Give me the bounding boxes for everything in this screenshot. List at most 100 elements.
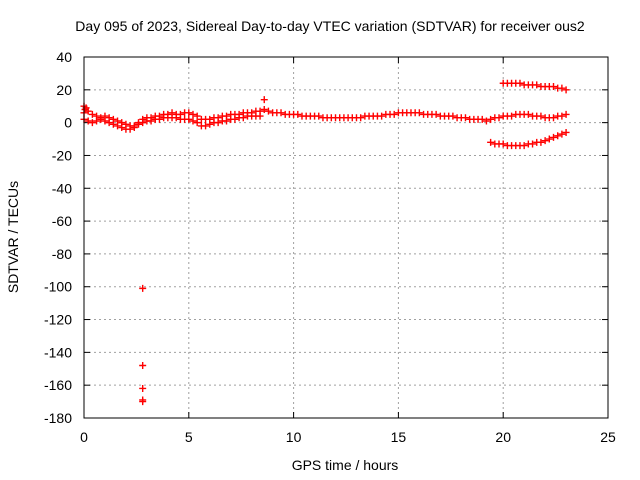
y-tick-label: -160: [44, 377, 72, 393]
data-point: [223, 117, 231, 125]
data-point: [193, 112, 201, 120]
data-point: [562, 110, 570, 118]
data-point: [541, 137, 549, 145]
data-point: [172, 114, 180, 122]
data-point: [139, 384, 147, 392]
data-point: [139, 398, 147, 406]
data-point: [499, 140, 507, 148]
data-point: [185, 115, 193, 123]
data-point: [193, 119, 201, 127]
data-point: [558, 112, 566, 120]
data-point: [562, 86, 570, 94]
series-main-band: [80, 106, 570, 130]
x-tick-label: 15: [391, 429, 407, 445]
x-tick-label: 25: [600, 429, 616, 445]
data-point: [260, 96, 268, 104]
data-point: [130, 124, 138, 132]
data-point: [139, 119, 147, 127]
y-tick-label: 0: [64, 115, 72, 131]
data-point: [256, 112, 264, 120]
data-point: [487, 138, 495, 146]
data-point: [147, 117, 155, 125]
y-tick-label: -180: [44, 410, 72, 426]
x-tick-label: 20: [495, 429, 511, 445]
data-point: [357, 114, 365, 122]
data-point: [524, 110, 532, 118]
data-point: [134, 120, 142, 128]
data-point: [478, 115, 486, 123]
data-point: [126, 125, 134, 133]
data-point: [239, 114, 247, 122]
data-point: [139, 284, 147, 292]
x-tick-label: 10: [286, 429, 302, 445]
data-point: [562, 128, 570, 136]
y-tick-label: -100: [44, 279, 72, 295]
plot-area-border: [83, 56, 609, 419]
data-point: [214, 119, 222, 127]
y-tick-label: -60: [52, 213, 72, 229]
data-point: [93, 117, 101, 125]
y-tick-label: -80: [52, 246, 72, 262]
data-point: [264, 107, 272, 115]
data-point: [88, 110, 96, 118]
data-point: [554, 132, 562, 140]
data-point: [550, 114, 558, 122]
data-point: [155, 115, 163, 123]
data-point: [118, 124, 126, 132]
x-tick-label: 0: [80, 429, 88, 445]
chart-title: Day 095 of 2023, Sidereal Day-to-day VTE…: [75, 18, 585, 34]
data-point: [139, 361, 147, 369]
data-point: [550, 133, 558, 141]
grid-layer: [84, 57, 608, 418]
data-point: [185, 109, 193, 117]
data-point: [206, 120, 214, 128]
data-point: [516, 79, 524, 87]
tick-layer: 0 5 10 15 20 25 40 20 0 -20 -40 -60 -80 -100 -120 -140 -…: [44, 49, 616, 445]
data-point: [315, 112, 323, 120]
data-layer: [80, 79, 570, 406]
data-point: [101, 117, 109, 125]
data-point: [449, 112, 457, 120]
data-point: [537, 112, 545, 120]
data-point: [520, 142, 528, 150]
data-point: [97, 115, 105, 123]
x-axis-label: GPS time / hours: [292, 457, 399, 473]
data-point: [482, 117, 490, 125]
y-tick-label: -40: [52, 180, 72, 196]
data-point: [105, 119, 113, 127]
data-point: [277, 109, 285, 117]
data-point: [558, 130, 566, 138]
data-point: [495, 114, 503, 122]
data-point: [231, 115, 239, 123]
data-point: [294, 110, 302, 118]
data-point: [189, 117, 197, 125]
x-tick-label: 5: [185, 429, 193, 445]
data-point: [114, 122, 122, 130]
data-point: [432, 110, 440, 118]
data-point: [84, 117, 92, 125]
data-point: [378, 112, 386, 120]
data-point: [390, 110, 398, 118]
data-point: [545, 135, 553, 143]
data-point: [537, 138, 545, 146]
series-upper-arc-late: [499, 79, 570, 94]
data-point: [189, 110, 197, 118]
y-tick-label: -120: [44, 312, 72, 328]
data-point: [487, 115, 495, 123]
data-point: [550, 83, 558, 91]
data-point: [529, 140, 537, 148]
data-point: [109, 120, 117, 128]
data-point: [88, 119, 96, 127]
series-outliers: [80, 96, 268, 406]
data-point: [508, 112, 516, 120]
series-lower-arc-late: [487, 128, 570, 150]
y-tick-label: 20: [56, 82, 72, 98]
y-tick-label: -140: [44, 344, 72, 360]
data-point: [461, 114, 469, 122]
data-point: [260, 106, 268, 114]
y-tick-label: 40: [56, 49, 72, 65]
y-tick-label: -20: [52, 147, 72, 163]
data-point: [202, 122, 210, 130]
y-axis-label: SDTVAR / TECUs: [5, 181, 21, 293]
